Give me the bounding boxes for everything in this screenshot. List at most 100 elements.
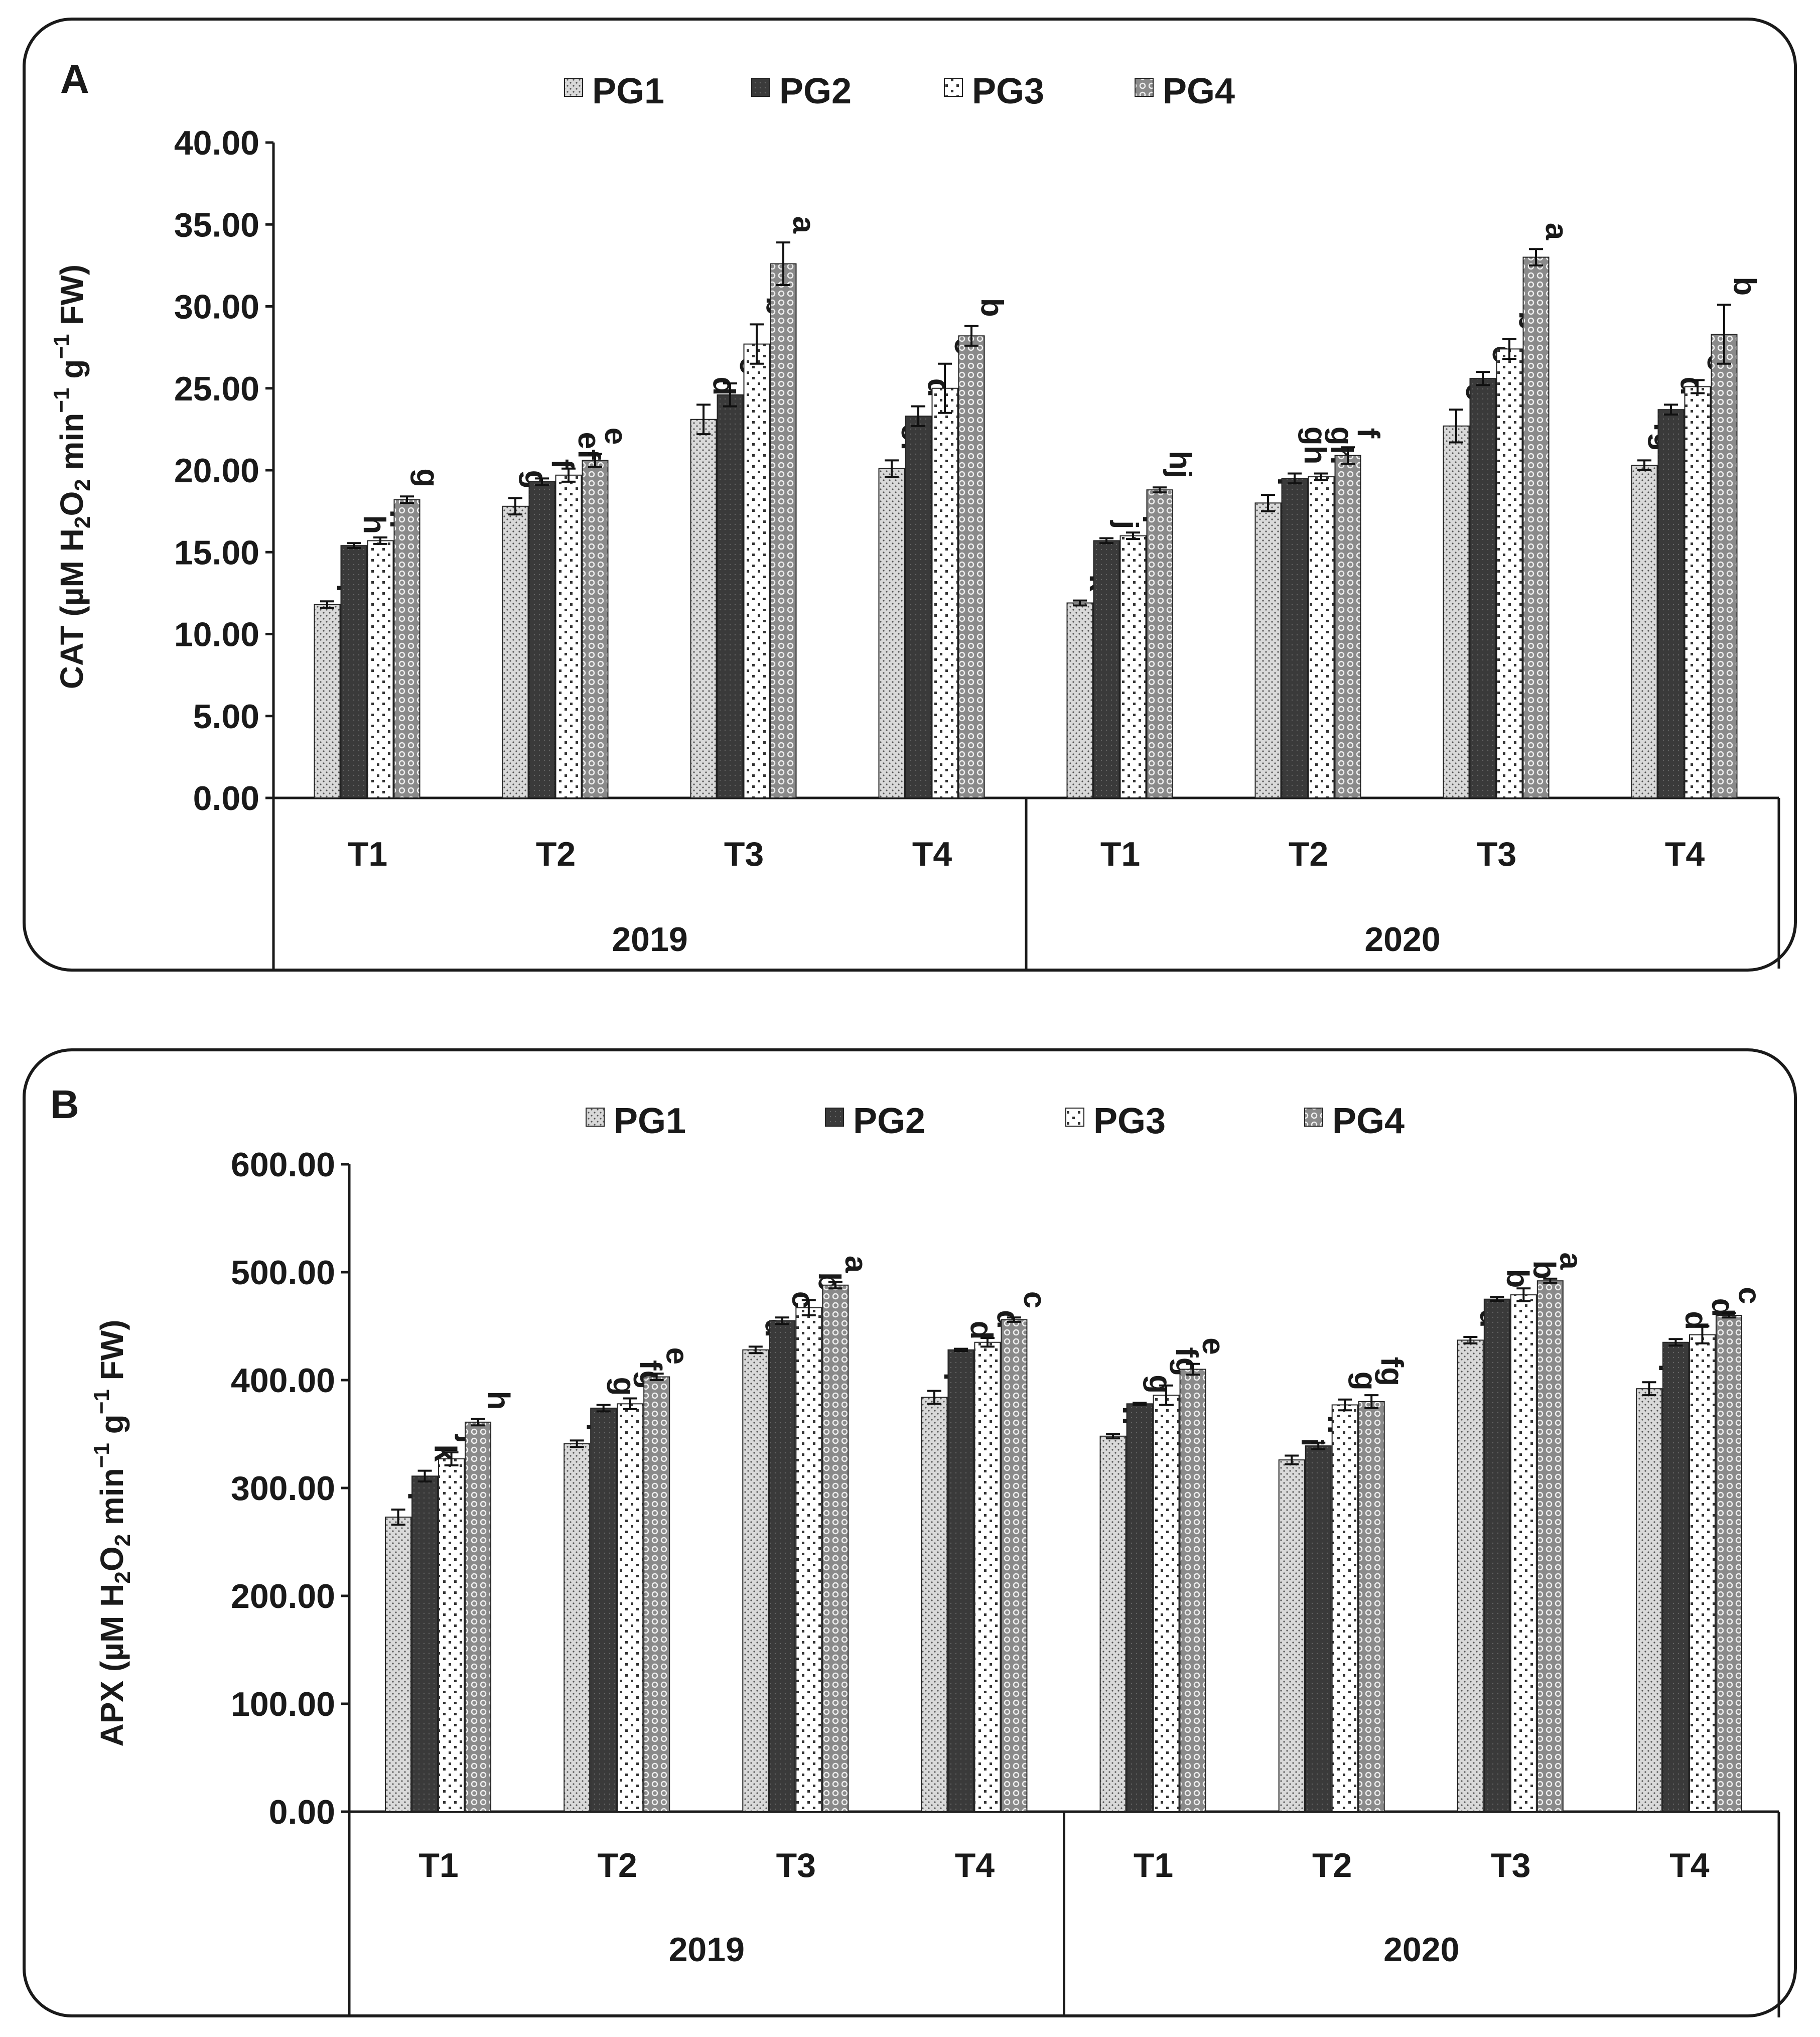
significance-letter: d: [707, 377, 741, 396]
bar-pg2: [411, 1475, 439, 1813]
legend-item-pg4: PG4: [1135, 71, 1235, 111]
y-tick-label: 40.00: [174, 124, 259, 162]
bar-pg3: [1119, 535, 1147, 798]
panel-b-plot-area: 0.00 100.00 200.00 300.00 400.00 500.00 600.00…: [231, 1146, 1780, 2017]
significance-letter: b: [1526, 1260, 1561, 1279]
significance-letter: e: [1196, 1337, 1230, 1354]
significance-letter: e: [598, 428, 633, 445]
bar-pg3: [1684, 386, 1711, 798]
legend-label-pg4: PG4: [1163, 71, 1235, 111]
y-tick-label: 600.00: [231, 1146, 335, 1184]
legend-swatch-pg4: [1304, 1108, 1323, 1127]
panel-b-letter: B: [50, 1082, 79, 1127]
y-tick-label: 300.00: [231, 1469, 335, 1508]
legend-label-pg1: PG1: [614, 1101, 686, 1141]
y-tick-label: 5.00: [193, 698, 259, 736]
bar-pg1: [1278, 1459, 1305, 1813]
significance-letter: f: [1351, 428, 1385, 439]
bar-pg4: [1179, 1369, 1206, 1812]
significance-letter: gh: [1298, 427, 1332, 465]
significance-letter: b: [974, 298, 1009, 317]
bar-pg1: [385, 1517, 412, 1813]
significance-letter: b: [1727, 277, 1762, 296]
bar-pg2: [1126, 1403, 1153, 1813]
panel-b: B PG1 PG2 PG3 PG4 APX (µM H2O2 min−1 g−1…: [23, 1048, 1797, 2017]
bar-pg3: [367, 540, 394, 798]
y-tick-label: 10.00: [174, 616, 259, 654]
panel-a-letter: A: [60, 57, 89, 101]
legend-item-pg1: PG1: [586, 1101, 686, 1141]
panel-a-legend: PG1 PG2 PG3 PG4: [564, 71, 1235, 111]
legend-item-pg2: PG2: [751, 71, 852, 111]
x-category-label: T2: [536, 835, 576, 873]
bar-pg1: [1066, 602, 1093, 798]
y-tick-label: 500.00: [231, 1254, 335, 1292]
bar-pg2: [717, 394, 744, 798]
bar-pg2: [1657, 409, 1685, 798]
y-tick-label: 35.00: [174, 206, 259, 244]
legend-item-pg1: PG1: [564, 71, 664, 111]
bar-pg2: [1469, 378, 1496, 798]
bar-pg4: [1536, 1280, 1564, 1812]
x-category-label: T3: [724, 835, 764, 873]
bar-pg1: [742, 1349, 769, 1813]
y-tick-label: 20.00: [174, 452, 259, 490]
x-group-label-year: 2020: [1383, 1931, 1459, 1969]
x-category-label: T1: [1134, 1846, 1173, 1884]
x-category-label: T4: [955, 1846, 995, 1884]
legend-swatch-pg3: [944, 78, 963, 97]
bar-pg1: [921, 1397, 948, 1812]
y-tick-label: 0.00: [269, 1793, 335, 1831]
legend-label-pg2: PG2: [853, 1101, 925, 1141]
significance-letter: e: [660, 1347, 694, 1365]
bar-pg3: [555, 474, 582, 798]
significance-letter: d: [964, 1321, 999, 1340]
bar-pg4: [1522, 256, 1550, 798]
bar-pg2: [528, 481, 555, 798]
y-tick-label: 25.00: [174, 370, 259, 408]
y-tick-label: 0.00: [193, 779, 259, 818]
panel-b-legend: PG1 PG2 PG3 PG4: [586, 1101, 1405, 1141]
bar-pg1: [314, 604, 341, 798]
x-category-label: T2: [598, 1846, 637, 1884]
legend-item-pg2: PG2: [825, 1101, 925, 1141]
bar-pg4: [1146, 489, 1173, 798]
x-category-label: T1: [1100, 835, 1140, 873]
bar-pg4: [1715, 1315, 1742, 1812]
significance-letter: h: [357, 515, 391, 534]
legend-swatch-pg3: [1065, 1108, 1084, 1127]
legend-swatch-pg1: [586, 1108, 605, 1127]
bar-pg4: [1358, 1401, 1385, 1812]
significance-letter: g: [1348, 1372, 1382, 1391]
significance-letter: hj: [1163, 451, 1197, 478]
significance-letter: a: [1539, 223, 1574, 240]
bar-pg2: [947, 1349, 974, 1813]
bar-pg1: [1099, 1435, 1127, 1813]
bar-pg1: [1443, 425, 1470, 798]
significance-letter: g: [410, 468, 445, 487]
bar-pg1: [502, 505, 529, 798]
significance-letter: f: [545, 459, 580, 470]
x-category-label: T4: [1669, 1846, 1710, 1884]
significance-letter: b: [1500, 1269, 1534, 1288]
bar-pg1: [690, 419, 717, 798]
x-category-label: T4: [912, 835, 952, 873]
x-category-label: T3: [1477, 835, 1516, 873]
significance-letter: fg: [1374, 1357, 1409, 1387]
panel-a: A PG1 PG2 PG3 PG4 CAT (µM H2O2 min−1 g−1…: [23, 18, 1797, 972]
bar-pg4: [643, 1376, 670, 1813]
legend-label-pg4: PG4: [1332, 1101, 1405, 1141]
significance-letter: ef: [572, 432, 606, 460]
bar-pg2: [1281, 478, 1308, 798]
x-category-label: T1: [348, 835, 387, 873]
x-group-label-year: 2020: [1364, 920, 1440, 959]
significance-letter: c: [1732, 1287, 1766, 1304]
bar-pg2: [1305, 1445, 1332, 1812]
panel-b-y-axis-label: APX (µM H2O2 min−1 g−1 FW): [89, 1320, 135, 1747]
legend-swatch-pg2: [751, 78, 770, 97]
bar-pg4: [582, 460, 609, 798]
x-category-label: T4: [1665, 835, 1705, 873]
legend-label-pg2: PG2: [779, 71, 852, 111]
x-category-label: T3: [776, 1846, 816, 1884]
